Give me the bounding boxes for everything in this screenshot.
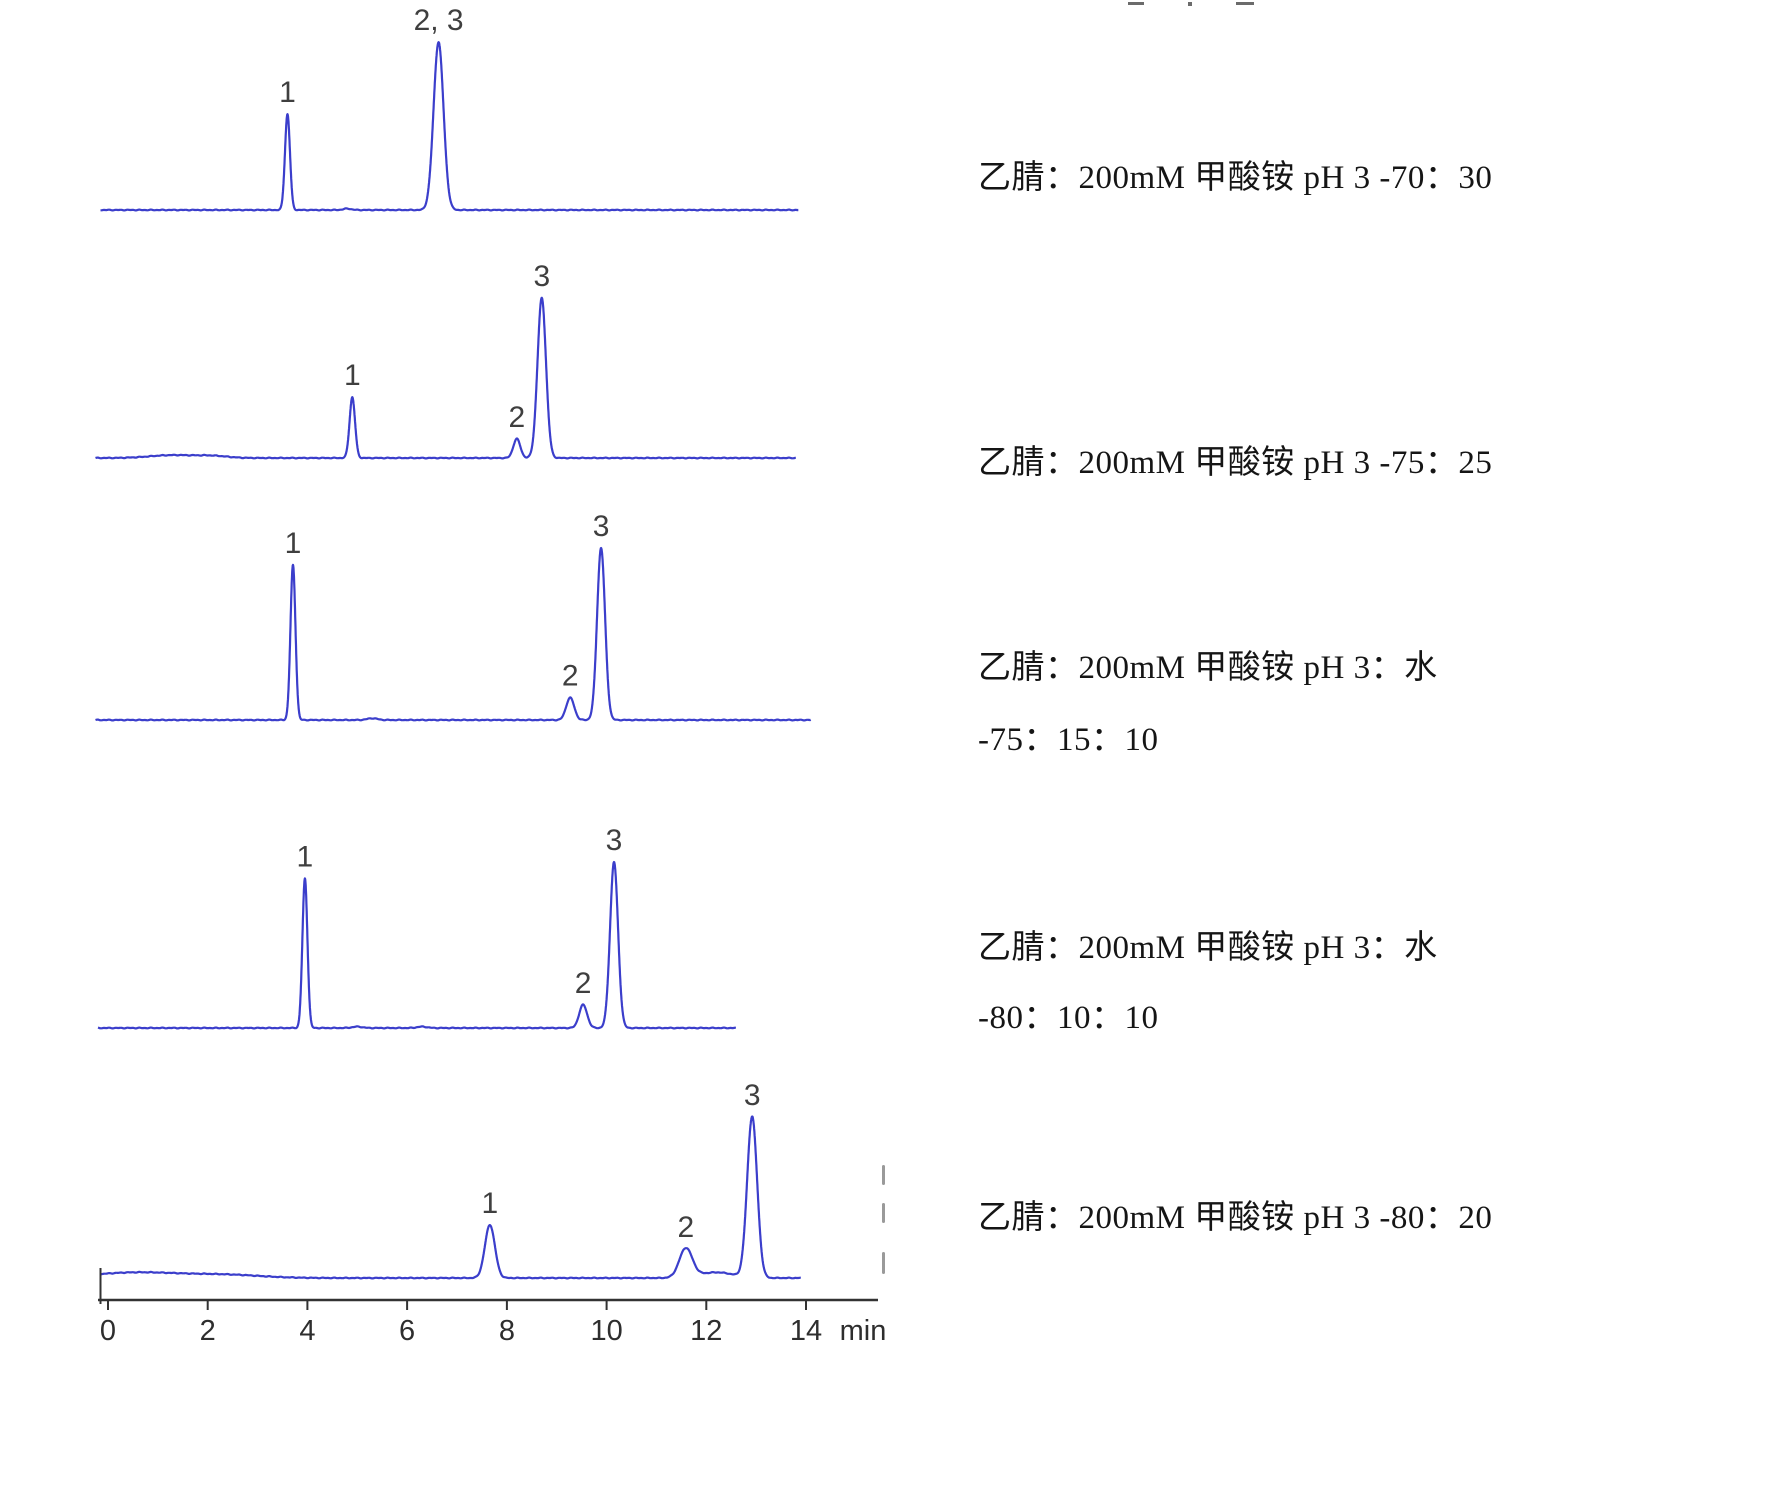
condition-label-3-line-2: -75：15：10 (978, 722, 1159, 758)
svg-text:2: 2 (508, 401, 525, 434)
svg-text:1: 1 (297, 841, 314, 874)
svg-text:1: 1 (285, 527, 302, 560)
cropped-text-fragment (1188, 2, 1192, 6)
svg-text:3: 3 (593, 510, 610, 543)
svg-text:3: 3 (606, 824, 623, 857)
svg-text:1: 1 (482, 1187, 499, 1220)
svg-text:3: 3 (744, 1079, 761, 1112)
cropped-text-fragment (1236, 2, 1254, 5)
chromatogram-panel-4: 1 2 3 (88, 806, 928, 1034)
svg-text:2: 2 (562, 660, 579, 693)
scan-artifact-mark (882, 1165, 885, 1185)
condition-label-4-line-1: 乙腈：200mM 甲酸铵 pH 3：水 (978, 930, 1438, 966)
svg-text:8: 8 (499, 1315, 515, 1347)
condition-label-2: 乙腈：200mM 甲酸铵 pH 3 -75：25 (978, 445, 1493, 481)
svg-text:2: 2 (200, 1315, 216, 1347)
cropped-text-fragment (1128, 2, 1144, 5)
svg-text:4: 4 (299, 1315, 315, 1347)
condition-label-5: 乙腈：200mM 甲酸铵 pH 3 -80：20 (978, 1200, 1493, 1236)
svg-text:1: 1 (344, 359, 361, 392)
svg-text:min: min (840, 1315, 887, 1347)
chromatogram-panel-3: 1 2 3 (88, 500, 928, 728)
chromatogram-trace-2: 1 2 3 (94, 260, 797, 460)
svg-text:3: 3 (533, 260, 550, 293)
scan-artifact-mark (882, 1252, 885, 1274)
svg-text:1: 1 (279, 76, 296, 109)
svg-text:14: 14 (790, 1315, 822, 1347)
condition-label-3-line-1: 乙腈：200mM 甲酸铵 pH 3：水 (978, 650, 1438, 686)
svg-text:6: 6 (399, 1315, 415, 1347)
chromatogram-panel-1: 1 2, 3 (88, 0, 928, 235)
chromatogram-trace-1: 1 2, 3 (99, 4, 800, 212)
svg-text:12: 12 (690, 1315, 722, 1347)
svg-text:10: 10 (590, 1315, 622, 1347)
condition-label-4-line-2: -80：10：10 (978, 1000, 1159, 1036)
svg-text:2: 2 (575, 967, 592, 1000)
condition-label-1: 乙腈：200mM 甲酸铵 pH 3 -70：30 (978, 160, 1493, 196)
chromatogram-trace-3: 1 2 3 (94, 510, 812, 722)
chromatogram-panel-5: 1 2 3 0 2 4 6 8 10 12 14 min (88, 1070, 928, 1355)
scan-artifact-mark (882, 1203, 885, 1223)
chromatogram-trace-4: 1 2 3 (97, 824, 737, 1030)
svg-text:0: 0 (100, 1315, 116, 1347)
chromatogram-panel-2: 1 2 3 (88, 248, 928, 463)
svg-text:2, 3: 2, 3 (414, 4, 464, 37)
svg-text:2: 2 (677, 1211, 694, 1244)
